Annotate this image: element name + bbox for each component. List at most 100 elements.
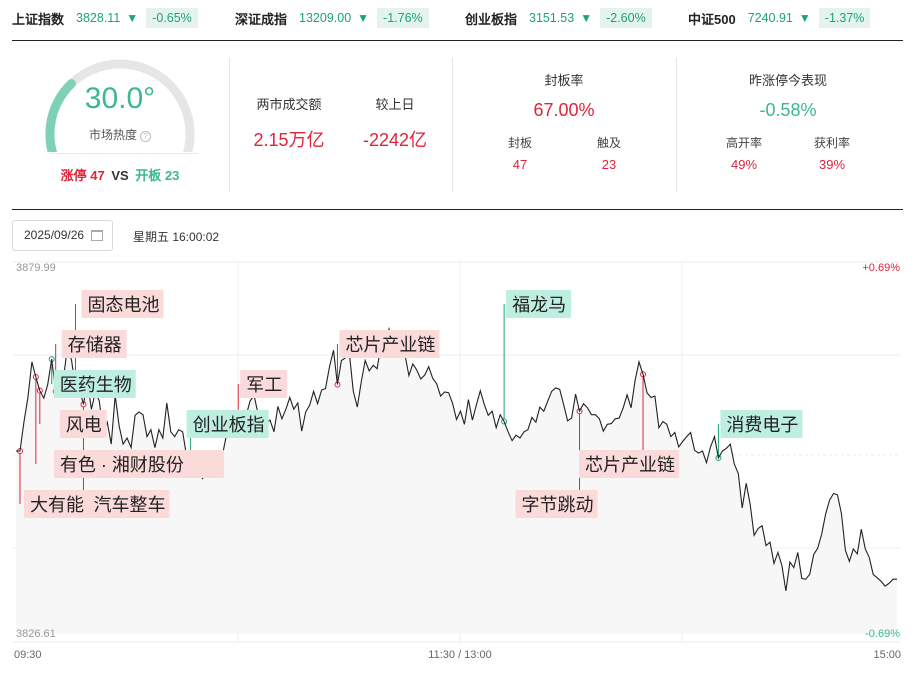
annotation-tag[interactable]: 福龙马 (506, 290, 572, 318)
touched-label: 触及 (596, 136, 621, 150)
index-value: 3828.11 (76, 11, 121, 25)
annotation-tag-label: 福龙马 (512, 295, 566, 315)
annotation-tag-label: 存储器 (68, 335, 122, 355)
heat-label-row: 市场热度? (40, 126, 200, 143)
annotation-tag-bg (53, 370, 136, 398)
annotation-tag[interactable]: 风电 (59, 410, 107, 438)
turnover-value: 2.15万亿 (253, 130, 325, 150)
y-max-label: 3879.99 (16, 262, 56, 274)
index-change-badge: -1.76% (377, 8, 429, 28)
column-divider (229, 58, 230, 192)
annotation-tag[interactable]: 大有能 (23, 490, 89, 518)
annotation-tag[interactable]: 有色 · 湘财股份 (53, 450, 224, 478)
annotation-tag[interactable]: 医药生物 (53, 370, 136, 398)
heat-label: 市场热度 (88, 128, 137, 142)
annotation-tag[interactable]: 汽车整车 (87, 490, 170, 518)
gauge-arc (45, 59, 195, 152)
market-heat-gauge: 30.0° 市场热度? 涨停 47 VS 开板 23 (40, 52, 205, 192)
down-arrow-icon: ▼ (357, 11, 370, 25)
profit-rate-value: 39% (818, 157, 846, 172)
index-change-badge: -2.60% (600, 8, 652, 28)
annotation-tag-label: 固态电池 (88, 295, 160, 315)
turnover-label: 两市成交额 (256, 97, 322, 112)
heat-value: 30.0° (84, 82, 156, 115)
annotation-tag-label: 医药生物 (60, 375, 132, 395)
annotation-tag-label: 字节跳动 (522, 495, 594, 515)
limit-up-count: 47 (90, 168, 105, 183)
annotation-tag-bg (339, 330, 440, 358)
touched-value: 23 (601, 157, 617, 172)
annotation-tag[interactable]: 字节跳动 (515, 490, 598, 518)
y-min-pct-label: -0.69% (865, 628, 900, 640)
sealed-label: 封板 (507, 136, 532, 150)
annotation-tag-bg (61, 330, 127, 358)
annotation-tag-bg (579, 450, 680, 478)
annotation-tag[interactable]: 创业板指 (186, 410, 269, 438)
timestamp: 星期五 16:00:02 (133, 230, 220, 244)
index-value: 3151.53 (529, 11, 575, 25)
y-min-label: 3826.61 (16, 628, 56, 640)
annotation-tag[interactable]: 芯片产业链 (339, 330, 440, 358)
x-tick-open: 09:30 (14, 649, 42, 661)
sealed-value: 47 (512, 157, 528, 172)
annotation-tag-bg (81, 290, 164, 318)
index-item-szse[interactable]: 深证成指 13209.00 ▼ -1.76% (235, 6, 429, 30)
mid-divider (12, 209, 903, 210)
annotation-tag-label: 芯片产业链 (585, 455, 675, 475)
info-icon[interactable]: ? (140, 131, 151, 142)
date-value: 2025/09/26 (24, 228, 85, 242)
annotation-tag-bg (240, 370, 288, 398)
annotation-tag-bg (87, 490, 170, 518)
annotation-tag[interactable]: 军工 (240, 370, 288, 398)
limit-summary: 涨停 47 VS 开板 23 (40, 165, 200, 184)
annotation-tag[interactable]: 消费电子 (720, 410, 803, 438)
y-max-pct-label: +0.69% (862, 262, 900, 274)
index-name: 创业板指 (465, 11, 518, 27)
annotation-tag-label: 风电 (66, 415, 102, 435)
seal-rate-value: 67.00% (533, 100, 595, 120)
annotation-tag[interactable]: 芯片产业链 (579, 450, 680, 478)
annotation-tag-bg (720, 410, 803, 438)
index-name: 深证成指 (235, 11, 288, 27)
index-change-badge: -0.65% (146, 8, 198, 28)
annotation-tag-bg (186, 410, 269, 438)
annotation-tag-bg (53, 450, 224, 478)
yesterday-limit-value: -0.58% (759, 100, 817, 120)
index-change-badge: -1.37% (818, 8, 871, 28)
high-open-value: 49% (730, 157, 758, 172)
annotation-tag-bg (506, 290, 572, 318)
annotation-tag-label: 创业板指 (193, 415, 265, 435)
annotation-tag[interactable]: 固态电池 (81, 290, 164, 318)
column-divider (452, 58, 453, 192)
vs-text: VS (111, 168, 129, 183)
annotation-tag[interactable]: 存储器 (61, 330, 127, 358)
profit-rate-label: 获利率 (813, 136, 850, 150)
annotation-tag-bg (23, 490, 89, 518)
x-tick-close: 15:00 (873, 649, 901, 661)
column-divider (676, 58, 677, 192)
gauge-fill (45, 79, 76, 152)
annotation-tag-label: 大有能 (30, 495, 84, 515)
x-tick-midday: 11:30 / 13:00 (428, 649, 491, 661)
index-ticker-bar: 上证指数 3828.11 ▼ -0.65% 深证成指 13209.00 ▼ -1… (0, 0, 915, 36)
price-area (16, 329, 897, 634)
limit-up-label: 涨停 (60, 168, 87, 183)
price-line (16, 326, 897, 591)
calendar-icon[interactable] (91, 230, 103, 241)
index-value: 7240.91 (747, 11, 793, 25)
gauge-divider (50, 153, 198, 154)
annotation-tag-label: 芯片产业链 (345, 335, 435, 355)
index-item-chinext[interactable]: 创业板指 3151.53 ▼ -2.60% (465, 6, 652, 30)
annotation-tag-label: 汽车整车 (93, 495, 165, 515)
top-divider (12, 40, 903, 41)
date-picker[interactable]: 2025/09/26 (12, 220, 113, 251)
index-name: 中证500 (688, 11, 736, 27)
annotation-tag-label: 军工 (246, 375, 282, 395)
index-item-csi500[interactable]: 中证500 7240.91 ▼ -1.37% (688, 6, 871, 30)
seal-rate-label: 封板率 (544, 73, 584, 88)
open-board-label: 开板 (135, 168, 162, 183)
index-item-sse[interactable]: 上证指数 3828.11 ▼ -0.65% (12, 6, 198, 30)
annotation-tag-label: 有色 · 湘财股份 (60, 455, 184, 475)
